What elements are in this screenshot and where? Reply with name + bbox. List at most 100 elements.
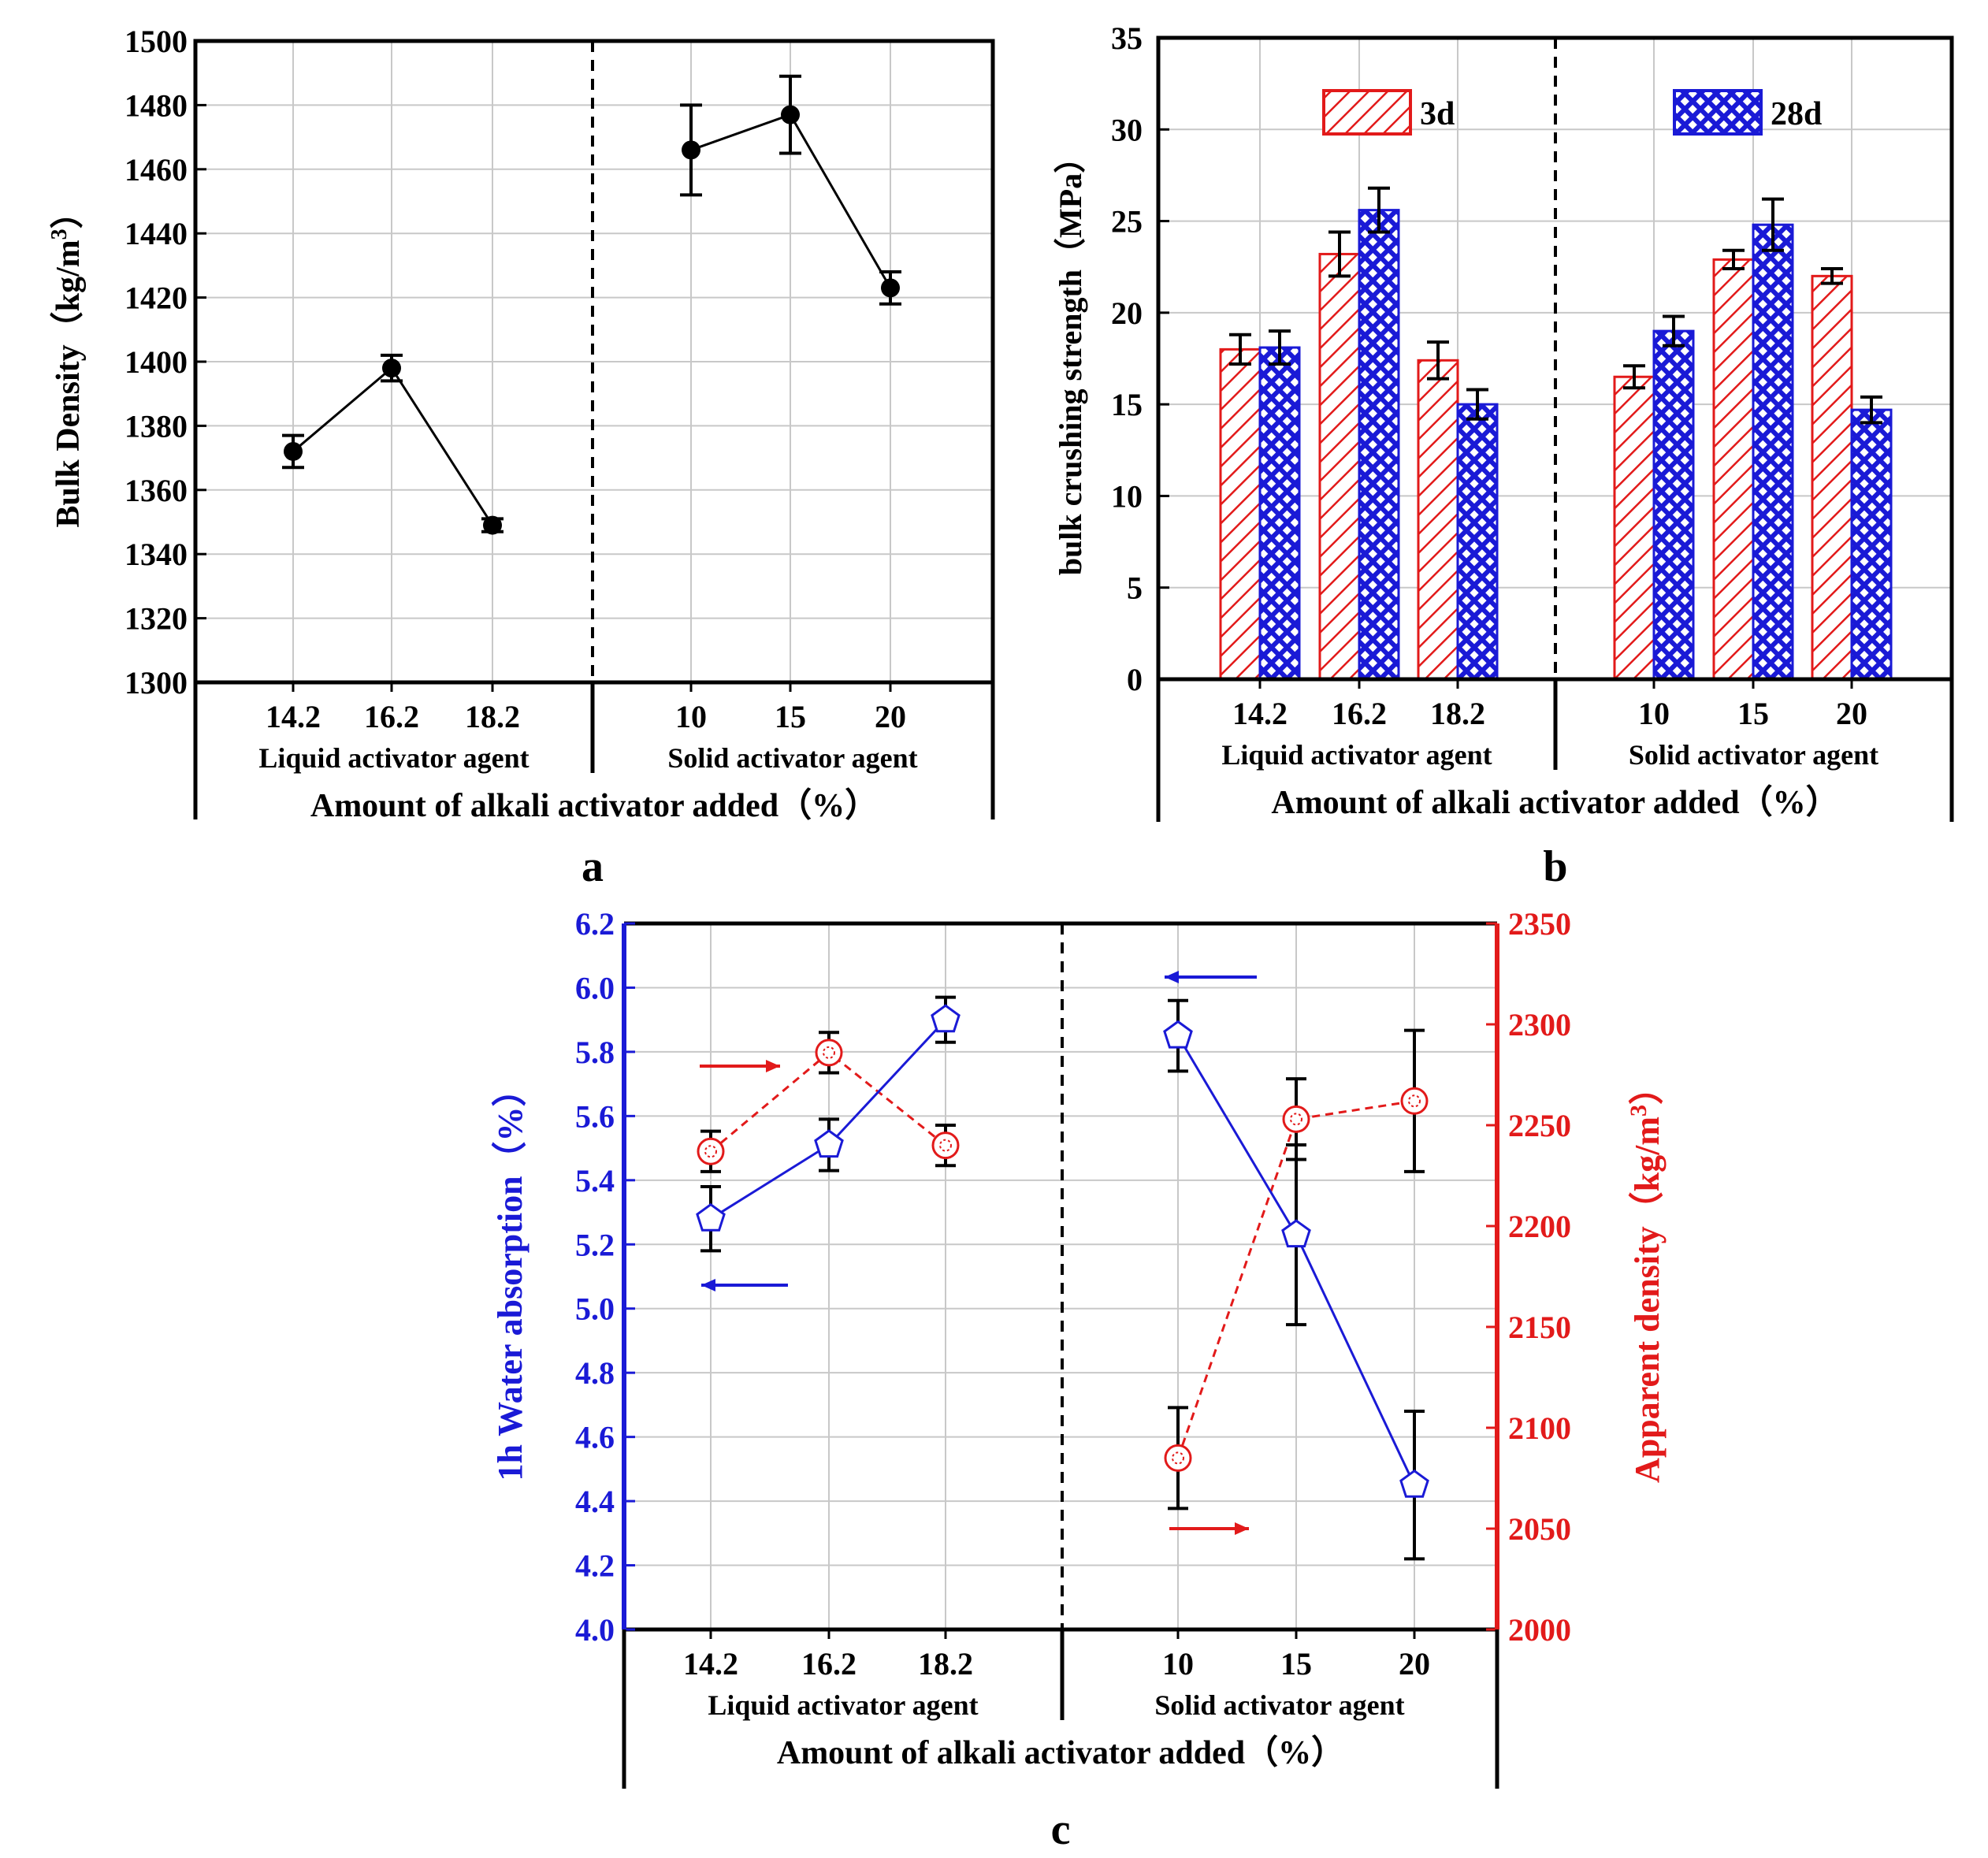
y-tick-label-left: 6.2 [575, 906, 615, 942]
y-tick-label-right: 2050 [1508, 1511, 1571, 1547]
y-axis-title-end: ） [50, 195, 87, 229]
bar-3d [1219, 347, 1262, 681]
x-tick-label: 10 [675, 699, 707, 734]
data-point-apparent-density [815, 1039, 843, 1067]
y-axis-title-right-end: ） [1628, 1070, 1667, 1105]
data-point-bulk-density [382, 359, 401, 378]
panel-c-chart: 4.0 4.2 4.4 4.6 4.8 5.0 5.2 5.4 5.6 5.8 6.0 6.2 2000… [491, 906, 1667, 1854]
data-point-bulk-density [781, 105, 800, 124]
x-axis-title: Amount of alkali activator added（%） [1271, 784, 1838, 821]
y-tick-label: 1340 [124, 537, 188, 572]
panel-b-chart: 0 5 10 15 20 25 30 35 bulk crushing strength（MPa… [1053, 20, 1954, 891]
bar-28d [1456, 403, 1499, 681]
data-point-bulk-density [881, 278, 900, 298]
x-group-label: Liquid activator agent [708, 1689, 978, 1721]
data-point-water-absorption [814, 1129, 844, 1158]
y-tick-label-right: 2100 [1508, 1410, 1571, 1446]
data-point-water-absorption [1281, 1219, 1311, 1248]
y-tick-label-right: 2000 [1508, 1612, 1571, 1648]
y-tick-label: 35 [1111, 20, 1143, 56]
x-tick-label: 20 [875, 699, 906, 734]
panel-label: c [1051, 1805, 1071, 1854]
panel-a-chart: 1300 1320 1340 1360 1380 1400 1420 1440 1460 1480… [47, 24, 995, 891]
x-group-label: Solid activator agent [667, 742, 917, 774]
x-tick-label: 16.2 [364, 699, 419, 734]
bar-28d [1652, 329, 1695, 681]
x-tick-label: 15 [775, 699, 806, 734]
y-axis-title-right-superscript: 3 [1626, 1105, 1652, 1117]
y-tick-label: 25 [1111, 204, 1143, 240]
y-axis-title-superscript: 3 [47, 229, 72, 240]
y-tick-label: 20 [1111, 295, 1143, 331]
bar-3d [1712, 258, 1755, 681]
x-tick-label: 16.2 [1332, 696, 1387, 731]
x-tick-label: 10 [1162, 1646, 1194, 1681]
legend-label-3d: 3d [1420, 96, 1455, 132]
x-group-label: Solid activator agent [1154, 1689, 1404, 1721]
data-point-bulk-density [284, 441, 303, 461]
x-tick-label: 10 [1638, 696, 1670, 731]
y-tick-label-left: 4.0 [575, 1612, 615, 1648]
x-tick-label: 15 [1280, 1646, 1312, 1681]
data-point-water-absorption [1399, 1469, 1429, 1498]
y-tick-label: 30 [1111, 112, 1143, 147]
bar-3d [1811, 274, 1853, 681]
legend-swatch-28d [1673, 89, 1763, 136]
y-axis-title-main: Bulk Density（kg/m [50, 240, 87, 527]
x-group-label: Liquid activator agent [258, 742, 529, 774]
data-point-apparent-density-inner [704, 1145, 717, 1158]
y-axis-title-left: 1h Water absorption（%） [491, 1072, 530, 1481]
x-tick-label: 14.2 [1232, 696, 1288, 731]
bar-3d [1613, 375, 1655, 681]
panel-label: a [582, 842, 604, 891]
x-axis-title: Amount of alkali activator added（%） [777, 1734, 1344, 1771]
data-point-apparent-density [1282, 1105, 1310, 1133]
x-group-label: Liquid activator agent [1221, 739, 1492, 771]
y-axis-title-right: Apparent density（kg/m3） [1626, 1070, 1667, 1483]
y-tick-label: 1440 [124, 216, 188, 251]
x-tick-label: 20 [1399, 1646, 1430, 1681]
bar-3d [1318, 252, 1361, 681]
data-point-apparent-density [1400, 1087, 1429, 1115]
bar-28d [1752, 223, 1794, 681]
y-tick-label-left: 6.0 [575, 970, 615, 1005]
y-tick-label-right: 2350 [1508, 906, 1571, 942]
legend-swatch-3d [1322, 89, 1412, 136]
data-point-apparent-density-inner [939, 1139, 952, 1152]
bar-28d [1358, 209, 1400, 681]
bar-28d [1258, 346, 1301, 681]
y-tick-label-left: 4.6 [575, 1420, 615, 1455]
y-tick-label-left: 5.0 [575, 1291, 615, 1327]
data-point-water-absorption [1163, 1020, 1193, 1049]
legend-label-28d: 28d [1771, 96, 1822, 132]
data-point-bulk-density [682, 140, 700, 160]
panel-label: b [1543, 842, 1567, 891]
data-point-bulk-density [483, 515, 502, 535]
y-axis-title: Bulk Density（kg/m3） [47, 195, 87, 527]
y-axis-title: bulk crushing strength（MPa） [1053, 142, 1088, 575]
data-point-apparent-density-inner [1172, 1451, 1184, 1465]
arrow-right-density-head [766, 1060, 780, 1072]
arrow-left-water-head [701, 1279, 715, 1291]
y-tick-label-right: 2250 [1508, 1108, 1571, 1143]
y-tick-label: 10 [1111, 478, 1143, 514]
y-tick-label: 15 [1111, 387, 1143, 422]
y-tick-label-left: 4.4 [575, 1484, 615, 1519]
y-tick-label: 1400 [124, 344, 188, 380]
y-tick-label-left: 5.6 [575, 1098, 615, 1134]
x-tick-label: 18.2 [465, 699, 520, 734]
x-group-label: Solid activator agent [1629, 739, 1878, 771]
data-point-apparent-density-inner [1290, 1113, 1302, 1126]
y-tick-label-left: 5.8 [575, 1035, 615, 1070]
bar-3d [1417, 359, 1459, 681]
y-tick-label: 1300 [124, 665, 188, 700]
x-axis-title: Amount of alkali activator added（%） [310, 787, 878, 824]
y-tick-label: 1420 [124, 281, 188, 316]
y-tick-label: 1380 [124, 408, 188, 444]
arrow-left-water-head [1165, 971, 1179, 983]
y-tick-label-left: 4.8 [575, 1355, 615, 1391]
x-tick-label: 15 [1737, 696, 1769, 731]
data-point-water-absorption [931, 1004, 961, 1033]
y-tick-label: 0 [1127, 662, 1143, 697]
